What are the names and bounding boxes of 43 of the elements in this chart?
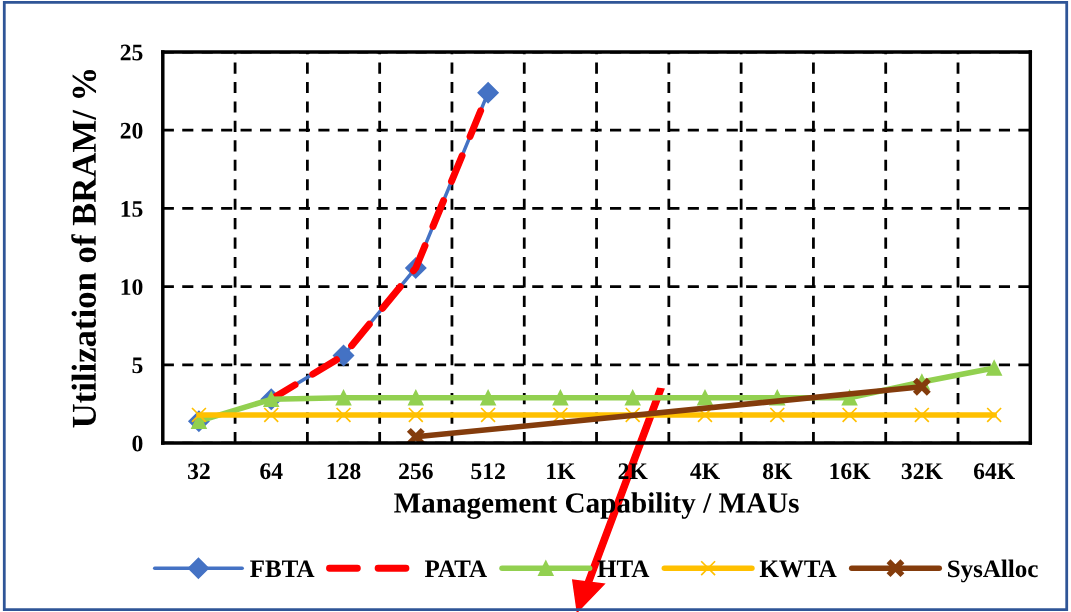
legend-label: KWTA — [759, 560, 837, 578]
legend-label: PATA — [424, 560, 487, 577]
point — [552, 407, 569, 423]
point — [697, 389, 713, 406]
x-tick-label: 128 — [327, 463, 361, 480]
legend-label: SysAlloc — [948, 559, 1038, 583]
point — [332, 344, 355, 367]
point — [406, 427, 426, 444]
point — [477, 82, 499, 104]
x-tick-label: 32K — [901, 463, 943, 480]
point — [769, 407, 786, 423]
point — [408, 407, 424, 423]
point — [912, 377, 932, 397]
point — [480, 389, 496, 406]
point — [263, 407, 280, 423]
y-tick-label: 5 — [132, 357, 143, 374]
x-tick-label: 256 — [399, 463, 433, 480]
x-tick-label: 8K — [762, 463, 793, 480]
point — [624, 389, 641, 406]
point — [841, 407, 858, 423]
x-tick-label: 512 — [471, 463, 505, 480]
x-tick-label: 64K — [973, 463, 1015, 480]
y-tick-label: 10 — [121, 279, 143, 296]
x-tick-label: 64 — [260, 463, 283, 480]
point — [986, 407, 1002, 423]
legend-label: FBTA — [250, 560, 315, 578]
point — [480, 407, 496, 423]
x-tick-label: 16K — [830, 463, 871, 480]
y-tick-label: 20 — [120, 122, 143, 139]
point — [408, 389, 424, 406]
x-tick-label: 1K — [547, 463, 576, 479]
point — [914, 407, 930, 423]
y-tick-label: 0 — [132, 435, 143, 452]
y-axis-title: Utilization of BRAM/ % — [71, 69, 97, 428]
point — [986, 360, 1002, 376]
point — [335, 389, 352, 406]
point — [552, 389, 569, 406]
y-tick-label: 15 — [121, 201, 143, 217]
point — [335, 407, 352, 423]
x-tick-label: 32 — [188, 463, 210, 480]
y-tick-label: 25 — [120, 44, 143, 61]
legend-label: HTA — [597, 560, 650, 577]
x-tick-label: 4K — [690, 463, 720, 479]
